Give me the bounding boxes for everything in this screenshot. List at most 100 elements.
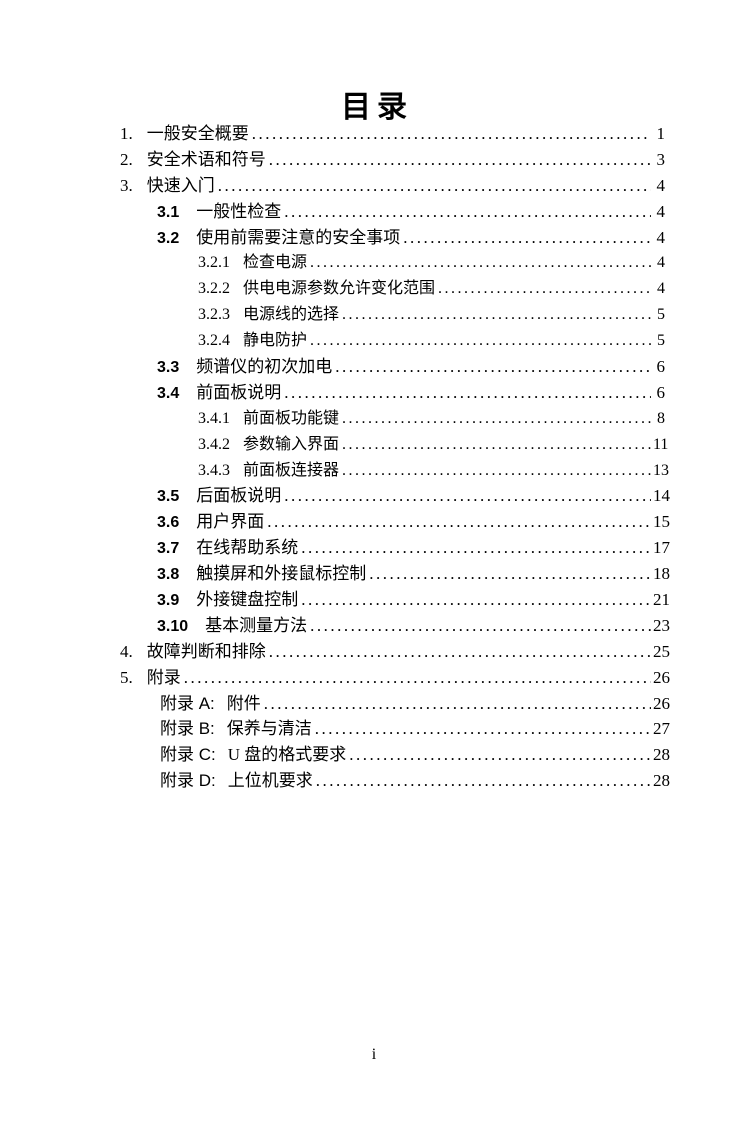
toc-entry-page: 27 bbox=[653, 719, 670, 739]
toc-entry-label: 参数输入界面 bbox=[243, 435, 340, 453]
toc-entry-page: 28 bbox=[653, 745, 670, 765]
toc-entry[interactable]: 附录 B: 保养与清洁 27 bbox=[120, 716, 670, 742]
toc-entry[interactable]: 3.9 外接键盘控制 21 bbox=[120, 587, 670, 613]
toc-dot-leader bbox=[349, 742, 651, 768]
toc-entry-page: 21 bbox=[653, 590, 670, 610]
toc-entry-number: 3.4.2 bbox=[198, 435, 230, 453]
toc-entry-page: 18 bbox=[653, 564, 670, 584]
toc-entry-label: U 盘的格式要求 bbox=[227, 745, 347, 765]
toc-entry-label: 一般安全概要 bbox=[146, 124, 249, 143]
toc-entry-number: 3.5 bbox=[157, 488, 180, 506]
toc-entry-label: 快速入门 bbox=[146, 175, 215, 195]
toc-entry-label: 用户界面 bbox=[196, 512, 265, 532]
toc-dot-leader bbox=[335, 354, 651, 380]
toc-entry[interactable]: 3.2.2 供电电源参数允许变化范围 4 bbox=[120, 276, 665, 302]
toc-entry-number: 3.8 bbox=[157, 566, 180, 584]
toc-entry[interactable]: 3.2.3 电源线的选择 5 bbox=[120, 302, 665, 328]
toc-dot-leader bbox=[252, 121, 651, 147]
toc-entry-page: 17 bbox=[653, 538, 670, 558]
toc-entry-number: 附录 D: bbox=[160, 771, 216, 791]
toc-entry-page: 6 bbox=[656, 382, 666, 402]
toc-dot-leader bbox=[316, 768, 651, 794]
toc-entry-label: 后面板说明 bbox=[196, 486, 282, 506]
toc-entry-number: 3.4.1 bbox=[198, 409, 230, 427]
toc-entry-page: 26 bbox=[653, 667, 670, 687]
toc-entry-number: 4. bbox=[120, 641, 133, 661]
toc-entry-page: 14 bbox=[653, 486, 670, 506]
toc-entry[interactable]: 3.5 后面板说明 14 bbox=[120, 483, 670, 509]
toc-entry-page: 6 bbox=[656, 357, 666, 377]
toc-entry-number: 3.2 bbox=[157, 229, 180, 247]
toc-entry-number: 3.2.1 bbox=[198, 254, 230, 272]
toc-entry[interactable]: 3.4.3 前面板连接器 13 bbox=[120, 458, 669, 484]
toc-entry-page: 4 bbox=[656, 201, 666, 221]
toc-entry-number: 3.1 bbox=[157, 203, 180, 221]
toc-dot-leader bbox=[315, 716, 651, 742]
toc-entry[interactable]: 3.10 基本测量方法 23 bbox=[120, 613, 670, 639]
toc-entry[interactable]: 3.3 频谱仪的初次加电 6 bbox=[120, 354, 665, 380]
toc-entry-label: 电源线的选择 bbox=[243, 306, 340, 324]
toc-dot-leader bbox=[342, 458, 651, 484]
toc-entry-number: 附录 C: bbox=[160, 745, 216, 765]
toc-entry-label: 基本测量方法 bbox=[205, 615, 308, 635]
toc-entry-label: 前面板说明 bbox=[196, 382, 282, 402]
toc-dot-leader bbox=[269, 639, 651, 665]
toc-entry-number: 3.9 bbox=[157, 592, 180, 610]
toc-dot-leader bbox=[403, 225, 651, 251]
toc-entry[interactable]: 3. 快速入门 4 bbox=[120, 173, 665, 199]
toc-entry-label: 故障判断和排除 bbox=[146, 641, 266, 661]
toc-entry[interactable]: 3.6 用户界面 15 bbox=[120, 509, 670, 535]
toc-entry-label: 前面板功能键 bbox=[243, 409, 340, 427]
toc-entry[interactable]: 3.7 在线帮助系统 17 bbox=[120, 535, 670, 561]
toc-dot-leader bbox=[310, 328, 651, 354]
toc-entry-label: 上位机要求 bbox=[227, 771, 313, 791]
toc-entry[interactable]: 2. 安全术语和符号 3 bbox=[120, 147, 665, 173]
toc-entry-label: 检查电源 bbox=[243, 254, 308, 272]
toc-entry-number: 3.4.3 bbox=[198, 461, 230, 479]
toc-entry[interactable]: 3.4 前面板说明 6 bbox=[120, 380, 665, 406]
toc-dot-leader bbox=[310, 250, 651, 276]
toc-entry-page: 4 bbox=[657, 280, 665, 298]
toc-entry-label: 保养与清洁 bbox=[226, 719, 312, 739]
toc-entry-page: 3 bbox=[656, 149, 666, 169]
toc-entry-page: 11 bbox=[653, 435, 669, 453]
toc-entry[interactable]: 3.1 一般性检查 4 bbox=[120, 199, 665, 225]
toc-entry-label: 在线帮助系统 bbox=[196, 538, 299, 558]
toc-entry[interactable]: 3.4.2 参数输入界面 11 bbox=[120, 432, 669, 458]
toc-entry[interactable]: 附录 A: 附件 26 bbox=[120, 691, 670, 717]
toc-entry-page: 8 bbox=[657, 409, 665, 427]
toc-entry[interactable]: 附录 D: 上位机要求 28 bbox=[120, 768, 670, 794]
toc-entry-label: 安全术语和符号 bbox=[146, 149, 266, 169]
toc-entry-label: 外接键盘控制 bbox=[196, 590, 299, 610]
toc-entry-page: 26 bbox=[653, 693, 670, 713]
toc-entry-label: 触摸屏和外接鼠标控制 bbox=[196, 564, 367, 584]
toc-dot-leader bbox=[369, 561, 651, 587]
toc-entry-number: 3.7 bbox=[157, 540, 180, 558]
toc-entry-page: 15 bbox=[653, 512, 670, 532]
toc-entry-number: 附录 A: bbox=[160, 693, 215, 713]
toc-entry[interactable]: 3.8 触摸屏和外接鼠标控制 18 bbox=[120, 561, 670, 587]
toc-entry-number: 3.3 bbox=[157, 359, 180, 377]
toc-entry[interactable]: 3.2.4 静电防护 5 bbox=[120, 328, 665, 354]
toc-entry[interactable]: 附录 C: U 盘的格式要求 28 bbox=[120, 742, 670, 768]
toc-entry[interactable]: 3.4.1 前面板功能键 8 bbox=[120, 406, 665, 432]
toc-dot-leader bbox=[184, 665, 651, 691]
toc-entry-number: 5. bbox=[120, 667, 133, 687]
footer-page-number: i bbox=[371, 1046, 377, 1063]
toc-entry[interactable]: 4. 故障判断和排除 25 bbox=[120, 639, 670, 665]
toc-entry[interactable]: 3.2.1 检查电源 4 bbox=[120, 250, 665, 276]
toc-dot-leader bbox=[269, 147, 651, 173]
toc-entry-page: 4 bbox=[657, 254, 665, 272]
toc-dot-leader bbox=[342, 302, 651, 328]
toc-entry-label: 频谱仪的初次加电 bbox=[196, 357, 333, 377]
toc-entry-number: 1. bbox=[120, 124, 133, 143]
toc-entry-label: 附录 bbox=[146, 667, 181, 687]
toc-entry-label: 一般性检查 bbox=[196, 201, 282, 221]
toc-list: 1. 一般安全概要 1 2. 安全术语和符号 3 3. 快速入门 4 3.1 一般性检查 4 3.2 使用… bbox=[120, 121, 670, 794]
toc-entry[interactable]: 1. 一般安全概要 1 bbox=[120, 121, 665, 147]
toc-dot-leader bbox=[284, 380, 651, 406]
toc-entry[interactable]: 5. 附录 26 bbox=[120, 665, 670, 691]
toc-entry[interactable]: 3.2 使用前需要注意的安全事项 4 bbox=[120, 225, 665, 251]
toc-entry-page: 4 bbox=[656, 175, 666, 195]
